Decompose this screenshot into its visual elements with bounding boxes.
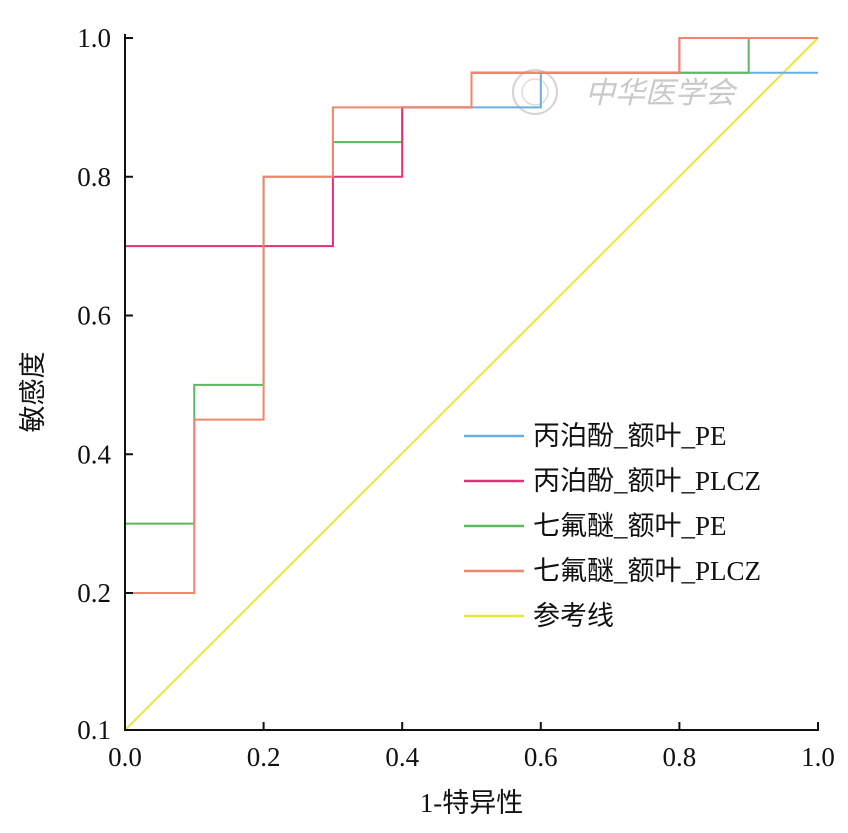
- x-tick-label: 0.4: [385, 742, 419, 772]
- axes: 0.0 0.2 0.4 0.6 0.8 1.0 0.1 0.2 0.4 0.6 0.8 1.0: [77, 23, 835, 772]
- y-tick-label: 1.0: [77, 23, 111, 53]
- watermark: 中华医学会: [512, 69, 738, 115]
- legend: 丙泊酚_额叶_PE 丙泊酚_额叶_PLCZ 七氟醚_额叶_PE 七氟醚_额叶_PLCZ…: [464, 421, 761, 631]
- series-line-3: [125, 37, 818, 594]
- watermark-text: 中华医学会: [585, 76, 738, 111]
- legend-label-4: 参考线: [533, 601, 614, 631]
- y-tick-label: 0.2: [77, 578, 111, 608]
- x-tick-label: 0.0: [108, 742, 142, 772]
- legend-label-0: 丙泊酚_额叶_PE: [533, 421, 727, 451]
- watermark-seal-icon: [512, 69, 558, 115]
- x-tick-label: 1.0: [801, 742, 835, 772]
- series-layer: [124, 37, 819, 731]
- x-tick-label: 0.6: [524, 742, 558, 772]
- y-tick-label: 0.1: [77, 715, 111, 745]
- series-line-4: [124, 37, 819, 731]
- legend-label-3: 七氟醚_额叶_PLCZ: [533, 556, 761, 586]
- y-axis-title: 敏感度: [18, 352, 48, 433]
- x-tick-label: 0.8: [663, 742, 697, 772]
- series-line-2: [125, 37, 818, 525]
- y-tick-label: 0.6: [77, 301, 111, 331]
- y-tick-label: 0.8: [77, 162, 111, 192]
- x-axis-title: 1-特异性: [420, 788, 524, 818]
- y-tick-label: 0.4: [77, 439, 111, 469]
- legend-label-2: 七氟醚_额叶_PE: [533, 511, 727, 541]
- legend-label-1: 丙泊酚_额叶_PLCZ: [533, 466, 761, 496]
- watermark-seal-inner-icon: [521, 78, 549, 106]
- x-tick-label: 0.2: [247, 742, 281, 772]
